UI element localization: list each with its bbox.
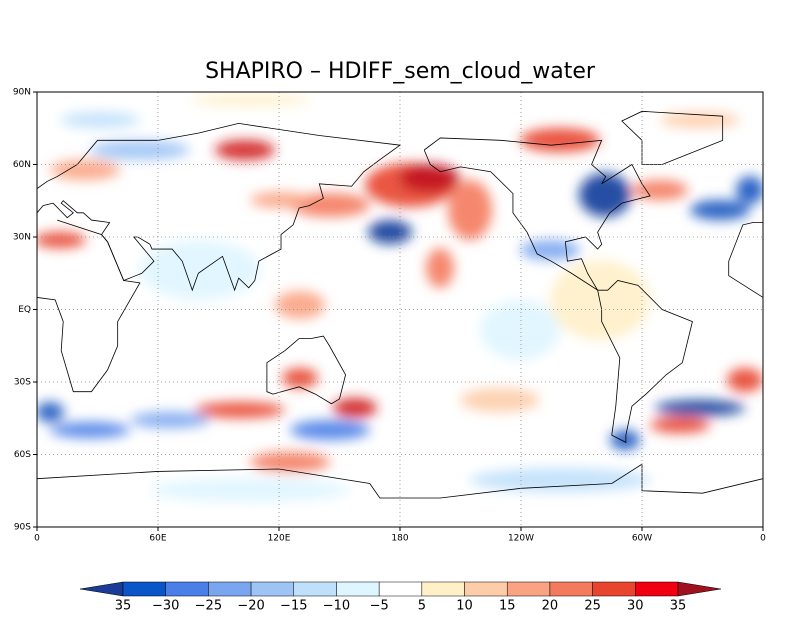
lon-label: 120E	[268, 534, 291, 544]
field-blob	[130, 412, 210, 428]
title: SHAPIRO – HDIFF_sem_cloud_water	[205, 59, 596, 84]
colorbar-label: 10	[456, 599, 473, 614]
colorbar-box	[464, 581, 508, 597]
lon-label: 120W	[508, 534, 534, 544]
coastline	[37, 123, 402, 292]
lon-label: 60W	[632, 534, 652, 544]
colorbar-label: −20	[237, 599, 264, 614]
colorbar-box	[378, 581, 423, 597]
lat-label: 60N	[13, 160, 31, 170]
field-blob	[282, 368, 318, 388]
field-blob	[290, 420, 370, 440]
lat-label: EQ	[18, 305, 31, 315]
colorbar-box	[421, 581, 465, 597]
field-blob	[690, 200, 750, 220]
field-blob	[655, 400, 745, 416]
lat-label: 30S	[14, 378, 31, 388]
lat-label: 60S	[14, 450, 31, 460]
lon-label: 0	[34, 534, 40, 544]
colorbar-box	[506, 581, 551, 597]
frame	[36, 91, 764, 528]
field-blob	[480, 300, 560, 360]
colorbar-label: −30	[152, 599, 179, 614]
colorbar-box	[293, 581, 337, 597]
colorbar-box	[592, 581, 636, 597]
field-blob	[579, 173, 631, 217]
field-blob	[37, 232, 86, 248]
coastline	[266, 335, 346, 405]
coastlines	[37, 110, 763, 499]
colorbar-label: −5	[370, 599, 389, 614]
coastline	[728, 222, 763, 298]
field-blob	[470, 468, 650, 492]
field-blob	[195, 402, 285, 418]
field-blob	[50, 160, 120, 180]
field-blob	[736, 176, 763, 204]
colorbar-label: −10	[323, 599, 350, 614]
field-blob	[400, 164, 460, 192]
colorbar-box	[549, 581, 593, 597]
field-blob	[632, 180, 688, 200]
field-blob	[275, 291, 325, 319]
colorbar: 35 −30 −25 −20 −15 −10 −5 5 10 15 20 25 30 35	[79, 581, 722, 614]
field-blob	[610, 430, 640, 450]
field-blob	[660, 112, 740, 128]
field-blob	[150, 478, 350, 502]
field-blob	[460, 388, 540, 412]
lon-label: 180	[391, 534, 408, 544]
field-blob	[60, 112, 140, 128]
colorbar-label: −15	[280, 599, 307, 614]
lat-label: 90S	[14, 523, 31, 533]
colorbar-label: 25	[584, 599, 601, 614]
field-blob	[426, 248, 454, 288]
field-blob	[215, 140, 275, 160]
colorbar-box	[336, 581, 380, 597]
colorbar-label: −25	[195, 599, 222, 614]
colorbar-end	[677, 581, 722, 597]
colorbar-box	[635, 581, 679, 597]
lat-label: 30N	[13, 233, 31, 243]
colorbar-label: 35	[670, 599, 687, 614]
field-blob	[190, 94, 310, 106]
field-blob	[448, 180, 492, 240]
field-blobs	[37, 94, 763, 502]
field-blob	[250, 192, 310, 208]
colorbar-end	[79, 581, 124, 597]
colorbar-label: 20	[542, 599, 559, 614]
field-blob	[50, 422, 130, 438]
field	[37, 94, 763, 502]
field-blob	[650, 417, 710, 433]
coastline	[423, 137, 693, 444]
colorbar-box	[208, 581, 252, 597]
colorbar-box	[165, 581, 209, 597]
colorbar-box	[250, 581, 295, 597]
field-blob	[520, 240, 580, 260]
colorbar-label: 5	[418, 599, 426, 614]
field-blob	[290, 193, 370, 217]
colorbar-label: 35	[115, 599, 132, 614]
coastline	[621, 110, 724, 165]
lat-label: 90N	[13, 88, 31, 98]
field-blob	[90, 140, 190, 160]
colorbar-label: 15	[499, 599, 516, 614]
field-blob	[140, 240, 260, 300]
field-blob	[333, 398, 377, 418]
lon-label: 60E	[149, 534, 166, 544]
coastline	[37, 463, 763, 499]
colorbar-box	[122, 581, 166, 597]
field-blob	[250, 452, 330, 472]
field-blob	[727, 368, 763, 392]
field-blob	[368, 220, 412, 244]
field-blob	[520, 128, 600, 152]
colorbar-label: 30	[627, 599, 644, 614]
lon-label: 0	[760, 534, 766, 544]
field-blob	[37, 402, 64, 422]
